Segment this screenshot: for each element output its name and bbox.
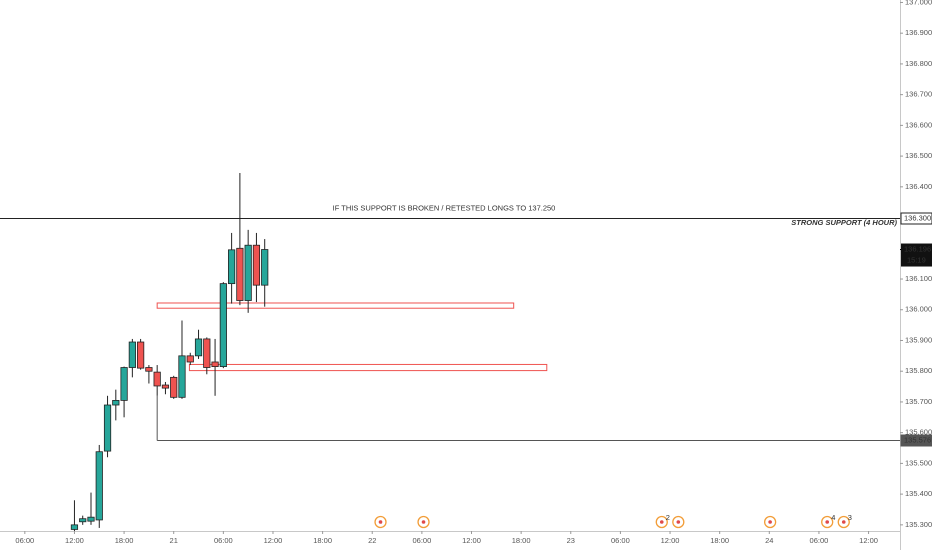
candle-body <box>261 249 269 286</box>
zone <box>156 302 515 309</box>
level-price-label: 135.576 <box>904 435 931 444</box>
last-price-label: 136.196 <box>904 245 931 254</box>
candle-body <box>203 338 211 368</box>
candle-body <box>103 404 112 452</box>
candle-body <box>186 355 194 363</box>
candle-body <box>219 283 227 367</box>
y-tick-label: 136.400 <box>905 182 932 191</box>
candle-body <box>137 341 145 369</box>
event-dot <box>378 520 383 524</box>
candle-body <box>79 518 87 523</box>
candle-body <box>211 361 219 367</box>
x-tick-label: 12:00 <box>264 536 283 545</box>
candle-body <box>95 451 103 521</box>
candle-body <box>236 247 244 301</box>
x-tick-label: 12:00 <box>462 536 481 545</box>
x-tick-label: 22 <box>368 536 376 545</box>
y-tick-label: 136.000 <box>905 305 932 314</box>
event-count: 4 <box>831 513 835 522</box>
x-tick-label: 06:00 <box>15 536 34 545</box>
candle-body <box>87 516 95 522</box>
event-count: 2 <box>666 513 670 522</box>
candle-body <box>170 376 178 398</box>
event-dot <box>676 520 681 524</box>
candle-body <box>178 355 186 398</box>
x-tick-label: 21 <box>170 536 178 545</box>
candle-body <box>244 244 252 301</box>
last-price-box <box>901 243 932 267</box>
candle-body <box>252 244 261 286</box>
x-tick-label: 24 <box>765 536 773 545</box>
level-tag: STRONG SUPPORT (4 HOUR) <box>791 218 897 227</box>
candle-body <box>153 371 161 387</box>
y-tick-label: 136.900 <box>905 28 932 37</box>
x-tick-label: 12:00 <box>859 536 878 545</box>
y-tick-label: 136.100 <box>905 274 932 283</box>
y-tick-label: 137.000 <box>905 0 932 6</box>
event-dot <box>659 520 664 524</box>
level-price-box <box>900 212 932 225</box>
y-tick-label: 136.700 <box>905 90 932 99</box>
y-tick-label: 135.700 <box>905 397 932 406</box>
level-price-box <box>900 434 932 447</box>
event-dot <box>825 520 830 524</box>
y-tick-label: 136.600 <box>905 120 932 129</box>
candle-body <box>70 524 79 530</box>
x-tick-label: 12:00 <box>65 536 84 545</box>
y-tick-label: 136.500 <box>905 151 932 160</box>
candle-body <box>194 338 203 357</box>
x-tick-label: 18:00 <box>710 536 729 545</box>
x-tick-label: 18:00 <box>512 536 531 545</box>
y-tick-label: 136.800 <box>905 59 932 68</box>
x-tick-label: 18:00 <box>115 536 134 545</box>
event-dot <box>768 520 772 524</box>
level-price-label: 136.300 <box>904 213 931 222</box>
event-count: 3 <box>848 513 852 522</box>
x-tick-label: 06:00 <box>412 536 431 545</box>
x-tick-label: 06:00 <box>810 536 829 545</box>
candle-body <box>145 367 153 372</box>
x-tick-label: 18:00 <box>313 536 332 545</box>
x-tick-label: 23 <box>567 536 575 545</box>
countdown-label: 15:19 <box>907 256 926 265</box>
x-tick-label: 06:00 <box>611 536 630 545</box>
candle-body <box>161 384 170 389</box>
candle-body <box>112 400 120 406</box>
event-dot <box>841 520 846 524</box>
y-tick-label: 135.400 <box>905 489 932 498</box>
y-tick-label: 135.800 <box>905 366 932 375</box>
y-tick-label: 135.900 <box>905 335 932 344</box>
level-note: IF THIS SUPPORT IS BROKEN / RETESTED LON… <box>333 203 556 212</box>
candle-body <box>128 341 136 368</box>
candle-body <box>228 249 236 285</box>
candle-body <box>120 367 128 401</box>
y-tick-label: 135.500 <box>905 458 932 467</box>
x-tick-label: 12:00 <box>661 536 680 545</box>
zone <box>188 363 548 372</box>
event-dot <box>421 520 426 524</box>
x-tick-label: 06:00 <box>214 536 233 545</box>
y-tick-label: 135.300 <box>905 520 932 529</box>
y-tick-label: 135.600 <box>905 428 932 437</box>
